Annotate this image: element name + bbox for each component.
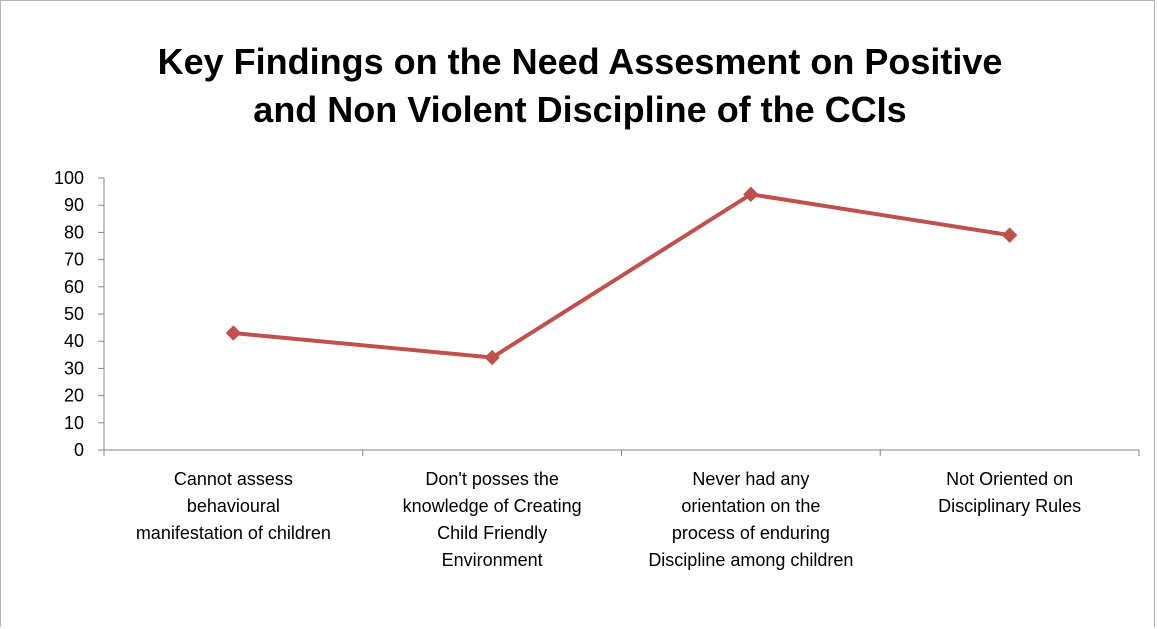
x-category-label: Cannot assess xyxy=(174,469,293,489)
x-category-label: Not Oriented on xyxy=(946,469,1073,489)
y-tick-label: 10 xyxy=(64,413,84,433)
y-tick-label: 100 xyxy=(54,168,84,188)
x-category-label: Environment xyxy=(442,550,543,570)
y-tick-label: 90 xyxy=(64,195,84,215)
y-tick-label: 60 xyxy=(64,277,84,297)
data-point-marker xyxy=(226,326,240,340)
x-category-label: Disciplinary Rules xyxy=(938,496,1081,516)
x-category-label: behavioural xyxy=(187,496,280,516)
x-category-label: orientation on the xyxy=(681,496,820,516)
x-category-label: Never had any xyxy=(692,469,809,489)
data-point-marker xyxy=(1003,228,1017,242)
x-category-label: Don't posses the xyxy=(425,469,559,489)
y-tick-label: 0 xyxy=(74,440,84,460)
y-tick-label: 20 xyxy=(64,386,84,406)
x-category-label: Discipline among children xyxy=(648,550,853,570)
y-tick-label: 70 xyxy=(64,250,84,270)
y-tick-label: 40 xyxy=(64,331,84,351)
y-tick-label: 30 xyxy=(64,358,84,378)
x-category-label: knowledge of Creating xyxy=(403,496,582,516)
x-category-label: process of enduring xyxy=(672,523,830,543)
x-category-label: Child Friendly xyxy=(437,523,547,543)
x-category-label: manifestation of children xyxy=(136,523,331,543)
y-tick-label: 50 xyxy=(64,304,84,324)
series-line xyxy=(233,194,1009,357)
y-tick-label: 80 xyxy=(64,222,84,242)
